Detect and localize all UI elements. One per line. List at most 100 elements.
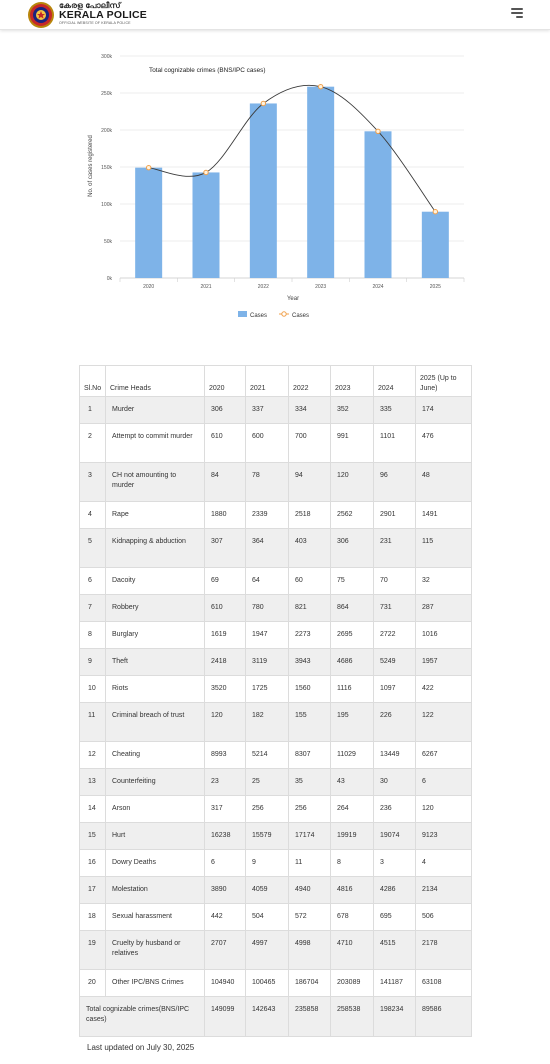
- count-cell: 70: [373, 567, 416, 595]
- legend-line-marker: [281, 311, 287, 317]
- count-cell: 2695: [330, 621, 374, 649]
- count-cell: 442: [204, 903, 246, 931]
- count-cell: 264: [330, 795, 374, 823]
- count-cell: 3943: [288, 648, 331, 676]
- legend-bar-label: Cases: [250, 313, 267, 319]
- hamburger-menu-icon[interactable]: [511, 6, 525, 18]
- line-point-2025[interactable]: [432, 209, 439, 215]
- serial-number-cell: 7: [79, 594, 106, 622]
- serial-number-cell: 12: [79, 741, 106, 769]
- count-cell: 4998: [288, 930, 331, 970]
- serial-number-cell: 6: [79, 567, 106, 595]
- crime-head-cell: Sexual harassment: [105, 903, 205, 931]
- y-tick-label: 300k: [101, 54, 112, 60]
- serial-number-cell: 2: [79, 423, 106, 463]
- count-cell: 678: [330, 903, 374, 931]
- table-row: 18 Sexual harassment 442 504 572 678 695 506: [79, 903, 472, 931]
- line-point-2022[interactable]: [260, 100, 267, 107]
- crime-head-cell: Total cognizable crimes(BNS/IPC cases): [79, 996, 205, 1037]
- bar-2020[interactable]: [135, 167, 163, 278]
- count-cell: 287: [415, 594, 472, 622]
- count-cell: 6: [204, 849, 246, 877]
- count-cell: 2134: [415, 876, 472, 904]
- bar-2021[interactable]: [192, 172, 220, 278]
- count-cell: 3: [373, 849, 416, 877]
- count-cell: 6267: [415, 741, 472, 769]
- count-cell: 89586: [415, 996, 472, 1037]
- count-cell: 11029: [330, 741, 374, 769]
- line-point-2021[interactable]: [203, 169, 209, 176]
- count-cell: 84: [204, 462, 246, 502]
- count-cell: 337: [245, 396, 289, 424]
- crime-head-cell: Other IPC/BNS Crimes: [105, 969, 205, 997]
- kerala-police-emblem-icon[interactable]: [27, 1, 55, 29]
- count-cell: 864: [330, 594, 374, 622]
- count-cell: 15579: [245, 822, 289, 850]
- x-tick-label: 2023: [315, 284, 326, 290]
- column-header: 2020: [204, 365, 246, 397]
- line-point-2023[interactable]: [317, 83, 324, 90]
- count-cell: 610: [204, 594, 246, 622]
- chart-title: Total cognizable crimes (BNS/IPC cases): [149, 67, 266, 74]
- table-row: 8 Burglary 1619 1947 2273 2695 2722 1016: [79, 621, 472, 649]
- count-cell: 1957: [415, 648, 472, 676]
- legend-line-label: Cases: [292, 313, 309, 319]
- table-row: 11 Criminal breach of trust 120 182 155 195 22…: [79, 702, 472, 742]
- column-header: Sl.No: [79, 365, 106, 397]
- count-cell: 11: [288, 849, 331, 877]
- y-tick-label: 150k: [101, 165, 112, 171]
- count-cell: 226: [373, 702, 416, 742]
- line-point-2024[interactable]: [375, 128, 381, 135]
- brand-name[interactable]: KERALA POLICE: [59, 9, 147, 21]
- bar-2022[interactable]: [249, 103, 277, 278]
- table-row: 4 Rape 1880 2339 2518 2562 2901 1491: [79, 501, 472, 529]
- count-cell: 3520: [204, 675, 246, 703]
- count-cell: 476: [415, 423, 472, 463]
- count-cell: 504: [245, 903, 289, 931]
- crime-head-cell: CH not amounting to murder: [105, 462, 205, 502]
- serial-number-cell: 9: [79, 648, 106, 676]
- column-header: 2025 (Up to June): [415, 365, 472, 397]
- bar-2024[interactable]: [364, 131, 392, 278]
- count-cell: 4816: [330, 876, 374, 904]
- y-tick-label: 200k: [101, 128, 112, 134]
- count-cell: 4686: [330, 648, 374, 676]
- table-total-row: Total cognizable crimes(BNS/IPC cases) 14…: [79, 996, 472, 1037]
- count-cell: 104940: [204, 969, 246, 997]
- crime-head-cell: Robbery: [105, 594, 205, 622]
- crime-head-cell: Arson: [105, 795, 205, 823]
- count-cell: 1016: [415, 621, 472, 649]
- crime-head-cell: Cruelty by husband or relatives: [105, 930, 205, 970]
- bar-2025[interactable]: [421, 211, 449, 278]
- count-cell: 334: [288, 396, 331, 424]
- count-cell: 2901: [373, 501, 416, 529]
- count-cell: 4710: [330, 930, 374, 970]
- y-tick-label: 50k: [104, 239, 113, 245]
- count-cell: 256: [288, 795, 331, 823]
- count-cell: 94: [288, 462, 331, 502]
- line-point-2020[interactable]: [145, 164, 152, 171]
- count-cell: 1880: [204, 501, 246, 529]
- count-cell: 572: [288, 903, 331, 931]
- table-row: 9 Theft 2418 3119 3943 4686 5249 1957: [79, 648, 472, 676]
- serial-number-cell: 19: [79, 930, 106, 970]
- crime-head-cell: Rape: [105, 501, 205, 529]
- column-header: 2023: [330, 365, 374, 397]
- count-cell: 2418: [204, 648, 246, 676]
- serial-number-cell: 10: [79, 675, 106, 703]
- y-tick-label: 250k: [101, 91, 112, 97]
- count-cell: 2722: [373, 621, 416, 649]
- table-row: 20 Other IPC/BNS Crimes 104940 100465 186704…: [79, 969, 472, 997]
- count-cell: 64: [245, 567, 289, 595]
- crime-head-cell: Cheating: [105, 741, 205, 769]
- crime-head-cell: Murder: [105, 396, 205, 424]
- serial-number-cell: 20: [79, 969, 106, 997]
- count-cell: 1725: [245, 675, 289, 703]
- crime-head-cell: Burglary: [105, 621, 205, 649]
- count-cell: 352: [330, 396, 374, 424]
- legend-bar-swatch: [238, 311, 247, 317]
- y-axis-label: No. of cases registered: [88, 135, 94, 197]
- bar-2023[interactable]: [307, 86, 335, 278]
- table-row: 14 Arson 317 256 256 264 236 120: [79, 795, 472, 823]
- serial-number-cell: 15: [79, 822, 106, 850]
